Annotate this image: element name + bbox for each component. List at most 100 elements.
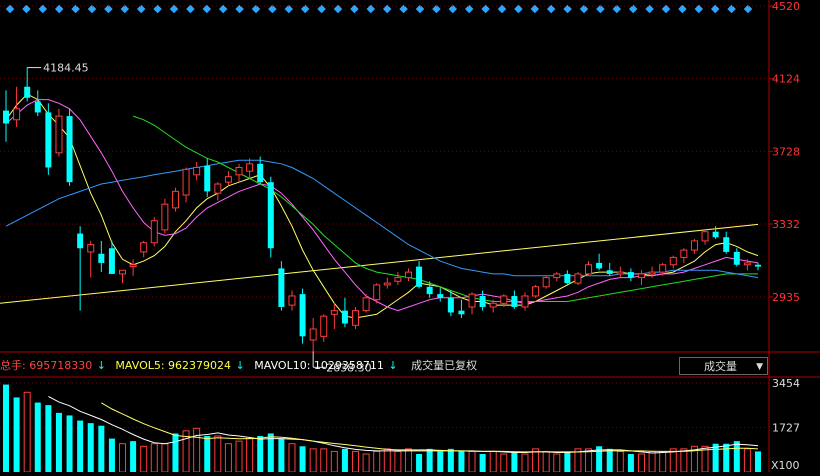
volume-bar — [733, 441, 740, 472]
candle-body — [447, 297, 454, 313]
volume-tick-label: 3454 — [772, 377, 800, 390]
volume-bar — [394, 450, 402, 473]
candle-body — [108, 248, 115, 274]
candle-body — [320, 315, 328, 337]
volume-bar — [437, 451, 444, 472]
candle-body — [24, 86, 31, 98]
volume-bar — [77, 420, 84, 472]
diamond-marker — [186, 4, 195, 14]
candle-body — [637, 273, 645, 279]
diamond-marker — [300, 4, 310, 14]
volume-bar — [637, 453, 645, 473]
candle-body — [87, 244, 95, 253]
candle-body — [55, 115, 63, 154]
down-arrow-icon: ↓ — [388, 359, 398, 372]
candle-body — [3, 110, 9, 124]
volume-bar — [596, 446, 603, 472]
volume-bar — [34, 402, 41, 472]
volume-bar — [3, 384, 9, 472]
mavol5-label: MAVOL5: 962379024 — [115, 359, 232, 372]
candle-body — [235, 166, 243, 176]
volume-bar — [235, 440, 243, 473]
volume-bar — [447, 448, 454, 472]
candle-body — [98, 253, 105, 263]
trend-line — [0, 223, 759, 304]
candle-body — [627, 272, 634, 278]
candle-body — [743, 262, 751, 266]
candle-body — [309, 328, 317, 341]
volume-bar — [267, 433, 274, 472]
volume-bar — [13, 397, 20, 472]
diamond-marker — [399, 4, 408, 14]
candle-body — [161, 203, 169, 231]
volume-bar — [172, 433, 179, 472]
candle-body — [532, 286, 540, 297]
indicator-select[interactable]: 成交量 ▼ — [679, 357, 768, 375]
volume-bar — [616, 450, 624, 473]
volume-bar — [542, 450, 550, 473]
candle-body — [479, 295, 486, 307]
diamond-marker — [497, 4, 507, 14]
candle-body — [596, 262, 603, 269]
volume-bar — [627, 454, 634, 472]
volume-bar — [564, 451, 571, 472]
candle-body — [404, 271, 412, 279]
diamond-marker — [694, 4, 704, 14]
candle-body — [755, 264, 761, 267]
diamond-marker — [678, 4, 687, 14]
diamond-marker — [481, 4, 490, 14]
down-arrow-icon: ↓ — [96, 359, 106, 372]
price-tick-label: 4124 — [772, 73, 800, 86]
candle-body — [267, 182, 274, 249]
candle-body — [288, 295, 296, 306]
candle-body — [669, 256, 677, 266]
candle-body — [458, 310, 465, 315]
candle-body — [616, 271, 624, 275]
candle-body — [648, 271, 656, 275]
diamond-marker — [284, 4, 294, 14]
volume-bar — [330, 450, 338, 473]
price-tick-label: 3332 — [772, 218, 800, 231]
volume-bar — [140, 445, 148, 473]
candle-body — [521, 295, 529, 308]
volume-bar — [383, 448, 391, 473]
candle-body — [468, 293, 476, 308]
volume-bar — [468, 450, 476, 473]
volume-bar — [416, 454, 423, 472]
volume-bar — [511, 451, 518, 472]
volume-bar — [458, 451, 465, 472]
candle-body — [701, 231, 709, 242]
volume-bar — [426, 448, 433, 472]
volume-bar — [98, 425, 105, 472]
volume-bar — [585, 448, 593, 473]
volume-bar — [648, 450, 656, 473]
volume-bar — [214, 435, 222, 473]
volume-bar — [500, 453, 508, 473]
adjusted-note: 成交量已复权 — [411, 359, 478, 372]
candle-body — [129, 264, 137, 268]
volume-bar — [204, 436, 211, 472]
diamond-marker — [38, 4, 48, 14]
candle-body — [564, 273, 571, 284]
price-tick-label: 2935 — [772, 291, 800, 304]
volume-bar — [755, 451, 761, 472]
dropdown-arrow-icon: ▼ — [756, 362, 763, 372]
volume-bar — [320, 448, 328, 473]
volume-bar — [23, 391, 31, 473]
diamond-marker — [333, 4, 343, 14]
volume-bar — [723, 443, 730, 472]
volume-bar — [257, 436, 264, 472]
candle-body — [257, 163, 264, 183]
candle-body — [299, 294, 306, 337]
candle-body — [553, 273, 561, 279]
volume-tick-label: 1727 — [772, 422, 800, 435]
diamond-marker — [448, 4, 458, 14]
diamond-marker — [432, 4, 441, 14]
candle-body — [171, 190, 179, 209]
candle-body — [182, 168, 190, 196]
volume-bar — [278, 438, 285, 472]
candle-body — [500, 295, 508, 304]
volume-bar — [489, 450, 497, 473]
candle-body — [119, 269, 127, 275]
